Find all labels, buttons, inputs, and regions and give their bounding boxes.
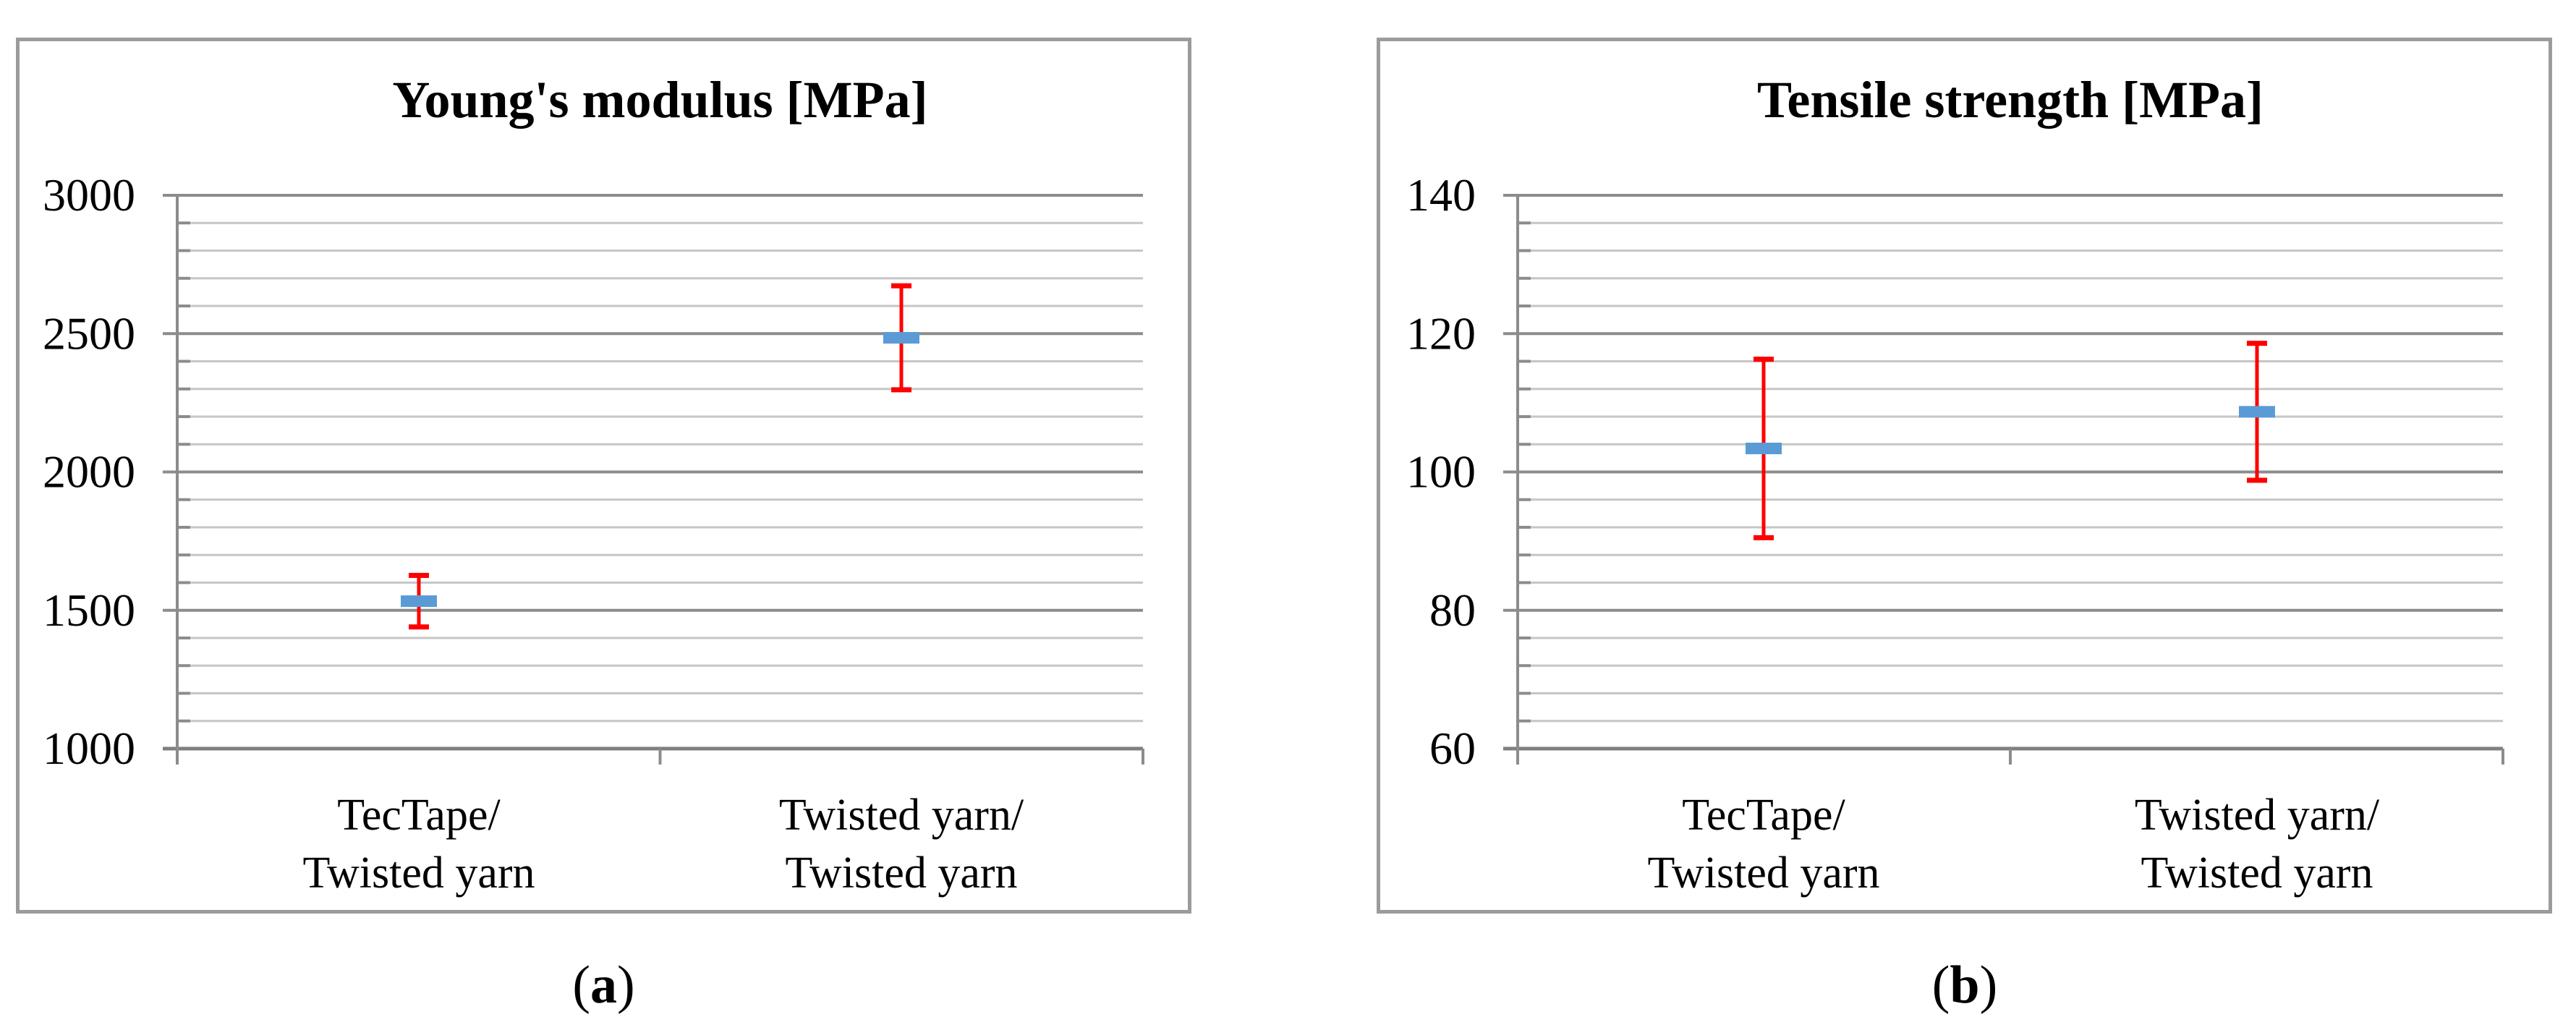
y-tick-label: 100 (1406, 446, 1476, 498)
y-tick-label: 1000 (43, 723, 135, 774)
caption-a-close: ) (617, 955, 635, 1015)
chart-a-title: Young's modulus [MPa] (392, 71, 928, 129)
mean-marker (883, 331, 919, 344)
category-label: Twisted yarn (302, 848, 535, 898)
caption-b-letter: b (1950, 955, 1980, 1015)
mean-marker (1746, 442, 1782, 454)
y-tick-label: 60 (1429, 723, 1476, 774)
y-tick-label: 140 (1406, 169, 1476, 221)
category-label: Twisted yarn (2141, 848, 2373, 898)
category-label: Twisted yarn/ (2135, 791, 2380, 840)
y-tick-label: 80 (1429, 584, 1476, 636)
caption-a: (a) (16, 956, 1191, 1014)
mean-marker (401, 595, 437, 608)
y-tick-label: 2000 (43, 446, 135, 498)
chart-b-title: Tensile strength [MPa] (1757, 71, 2263, 129)
y-tick-label: 1500 (43, 584, 135, 636)
y-tick-label: 2500 (43, 307, 135, 359)
caption-b-open: ( (1931, 955, 1950, 1015)
caption-b-close: ) (1979, 955, 1998, 1015)
category-label: Twisted yarn (1647, 848, 1879, 898)
category-label: Twisted yarn/ (779, 791, 1024, 840)
caption-b: (b) (1377, 956, 2553, 1014)
panel-b-frame (1377, 38, 2552, 914)
category-label: TecTape/ (337, 791, 501, 840)
y-tick-label: 3000 (43, 169, 135, 221)
category-label: TecTape/ (1682, 791, 1845, 840)
caption-a-letter: a (590, 955, 617, 1015)
mean-marker (2239, 406, 2275, 418)
caption-a-open: ( (572, 955, 590, 1015)
y-tick-label: 120 (1406, 307, 1476, 359)
category-label: Twisted yarn (785, 848, 1017, 898)
panel-a-frame (16, 38, 1191, 914)
